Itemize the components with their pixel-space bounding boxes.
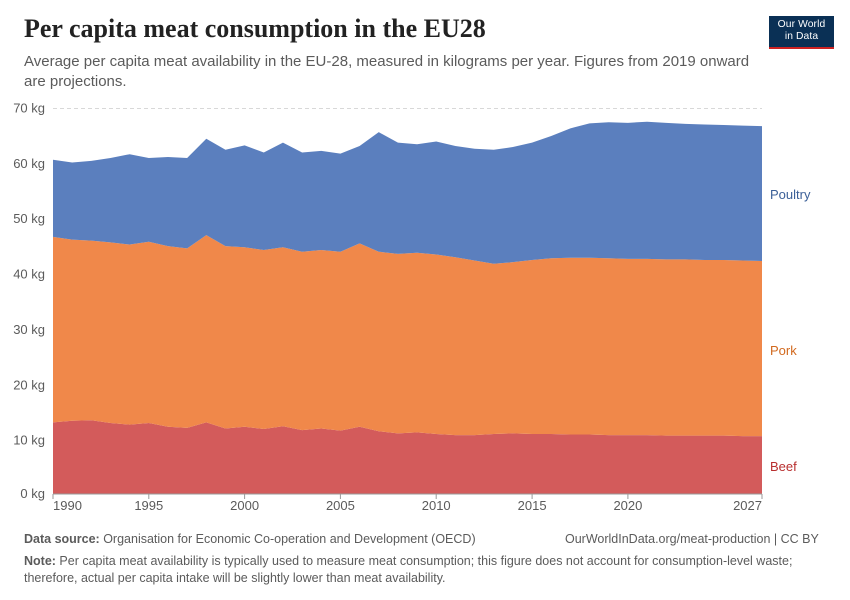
svg-text:2027: 2027 <box>733 498 762 513</box>
svg-text:50 kg: 50 kg <box>13 211 45 226</box>
svg-text:10 kg: 10 kg <box>13 433 45 448</box>
svg-text:2005: 2005 <box>326 498 355 513</box>
svg-text:30 kg: 30 kg <box>13 322 45 337</box>
svg-text:1995: 1995 <box>134 498 163 513</box>
svg-text:2015: 2015 <box>518 498 547 513</box>
svg-text:70 kg: 70 kg <box>13 101 45 116</box>
svg-text:20 kg: 20 kg <box>13 377 45 392</box>
svg-text:2010: 2010 <box>422 498 451 513</box>
svg-text:60 kg: 60 kg <box>13 156 45 171</box>
svg-text:0 kg: 0 kg <box>20 486 45 501</box>
svg-text:1990: 1990 <box>53 498 82 513</box>
svg-text:40 kg: 40 kg <box>13 267 45 282</box>
svg-text:2020: 2020 <box>613 498 642 513</box>
svg-text:2000: 2000 <box>230 498 259 513</box>
svg-text:Pork: Pork <box>770 343 797 358</box>
svg-text:Beef: Beef <box>770 459 797 474</box>
svg-text:Poultry: Poultry <box>770 187 811 202</box>
